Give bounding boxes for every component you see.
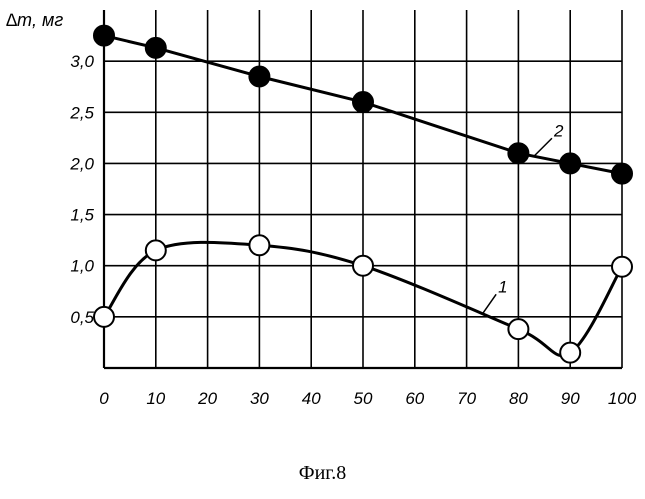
series-1-point — [249, 235, 269, 255]
series-1-point — [508, 319, 528, 339]
y-tick-label: 1,5 — [70, 206, 94, 225]
series-1-point — [353, 256, 373, 276]
x-tick-label: 100 — [608, 389, 637, 408]
series-2-point — [146, 38, 166, 58]
series-2-point — [612, 164, 632, 184]
series-2-point — [249, 66, 269, 86]
x-tick-label: 80 — [509, 389, 528, 408]
x-tick-label: 10 — [146, 389, 165, 408]
series-1-leader — [482, 294, 496, 314]
series-1-point — [94, 307, 114, 327]
series-2-point — [94, 26, 114, 46]
x-tick-label: 30 — [250, 389, 269, 408]
x-tick-label: 0 — [99, 389, 109, 408]
y-tick-label: 0,5 — [70, 308, 94, 327]
series-1-point — [612, 257, 632, 277]
series-1-point — [560, 343, 580, 363]
series-2-point — [508, 143, 528, 163]
y-tick-label: 2,0 — [69, 154, 94, 173]
x-tick-label: 90 — [561, 389, 580, 408]
series-2-leader — [534, 138, 552, 156]
y-axis-title: ∆m, мг — [6, 10, 63, 30]
x-tick-label: 50 — [354, 389, 373, 408]
x-tick-label: 20 — [197, 389, 217, 408]
y-tick-label: 2,5 — [69, 103, 94, 122]
series-2-point — [560, 153, 580, 173]
y-tick-label: 3,0 — [70, 52, 94, 71]
grid — [104, 10, 622, 368]
figure-caption: Фиг.8 — [0, 462, 645, 485]
series-2-point — [353, 92, 373, 112]
labels: ∆m, мг 0 10 20 30 40 50 60 70 80 90 100 0,5 1,0 1,5 2,… — [6, 10, 637, 408]
x-tick-label: 70 — [457, 389, 476, 408]
y-tick-label: 1,0 — [70, 257, 94, 276]
x-tick-label: 60 — [405, 389, 424, 408]
series-2-tag: 2 — [553, 121, 564, 140]
series-1-tag: 1 — [498, 277, 507, 296]
series-1-point — [146, 240, 166, 260]
x-tick-label: 40 — [302, 389, 321, 408]
